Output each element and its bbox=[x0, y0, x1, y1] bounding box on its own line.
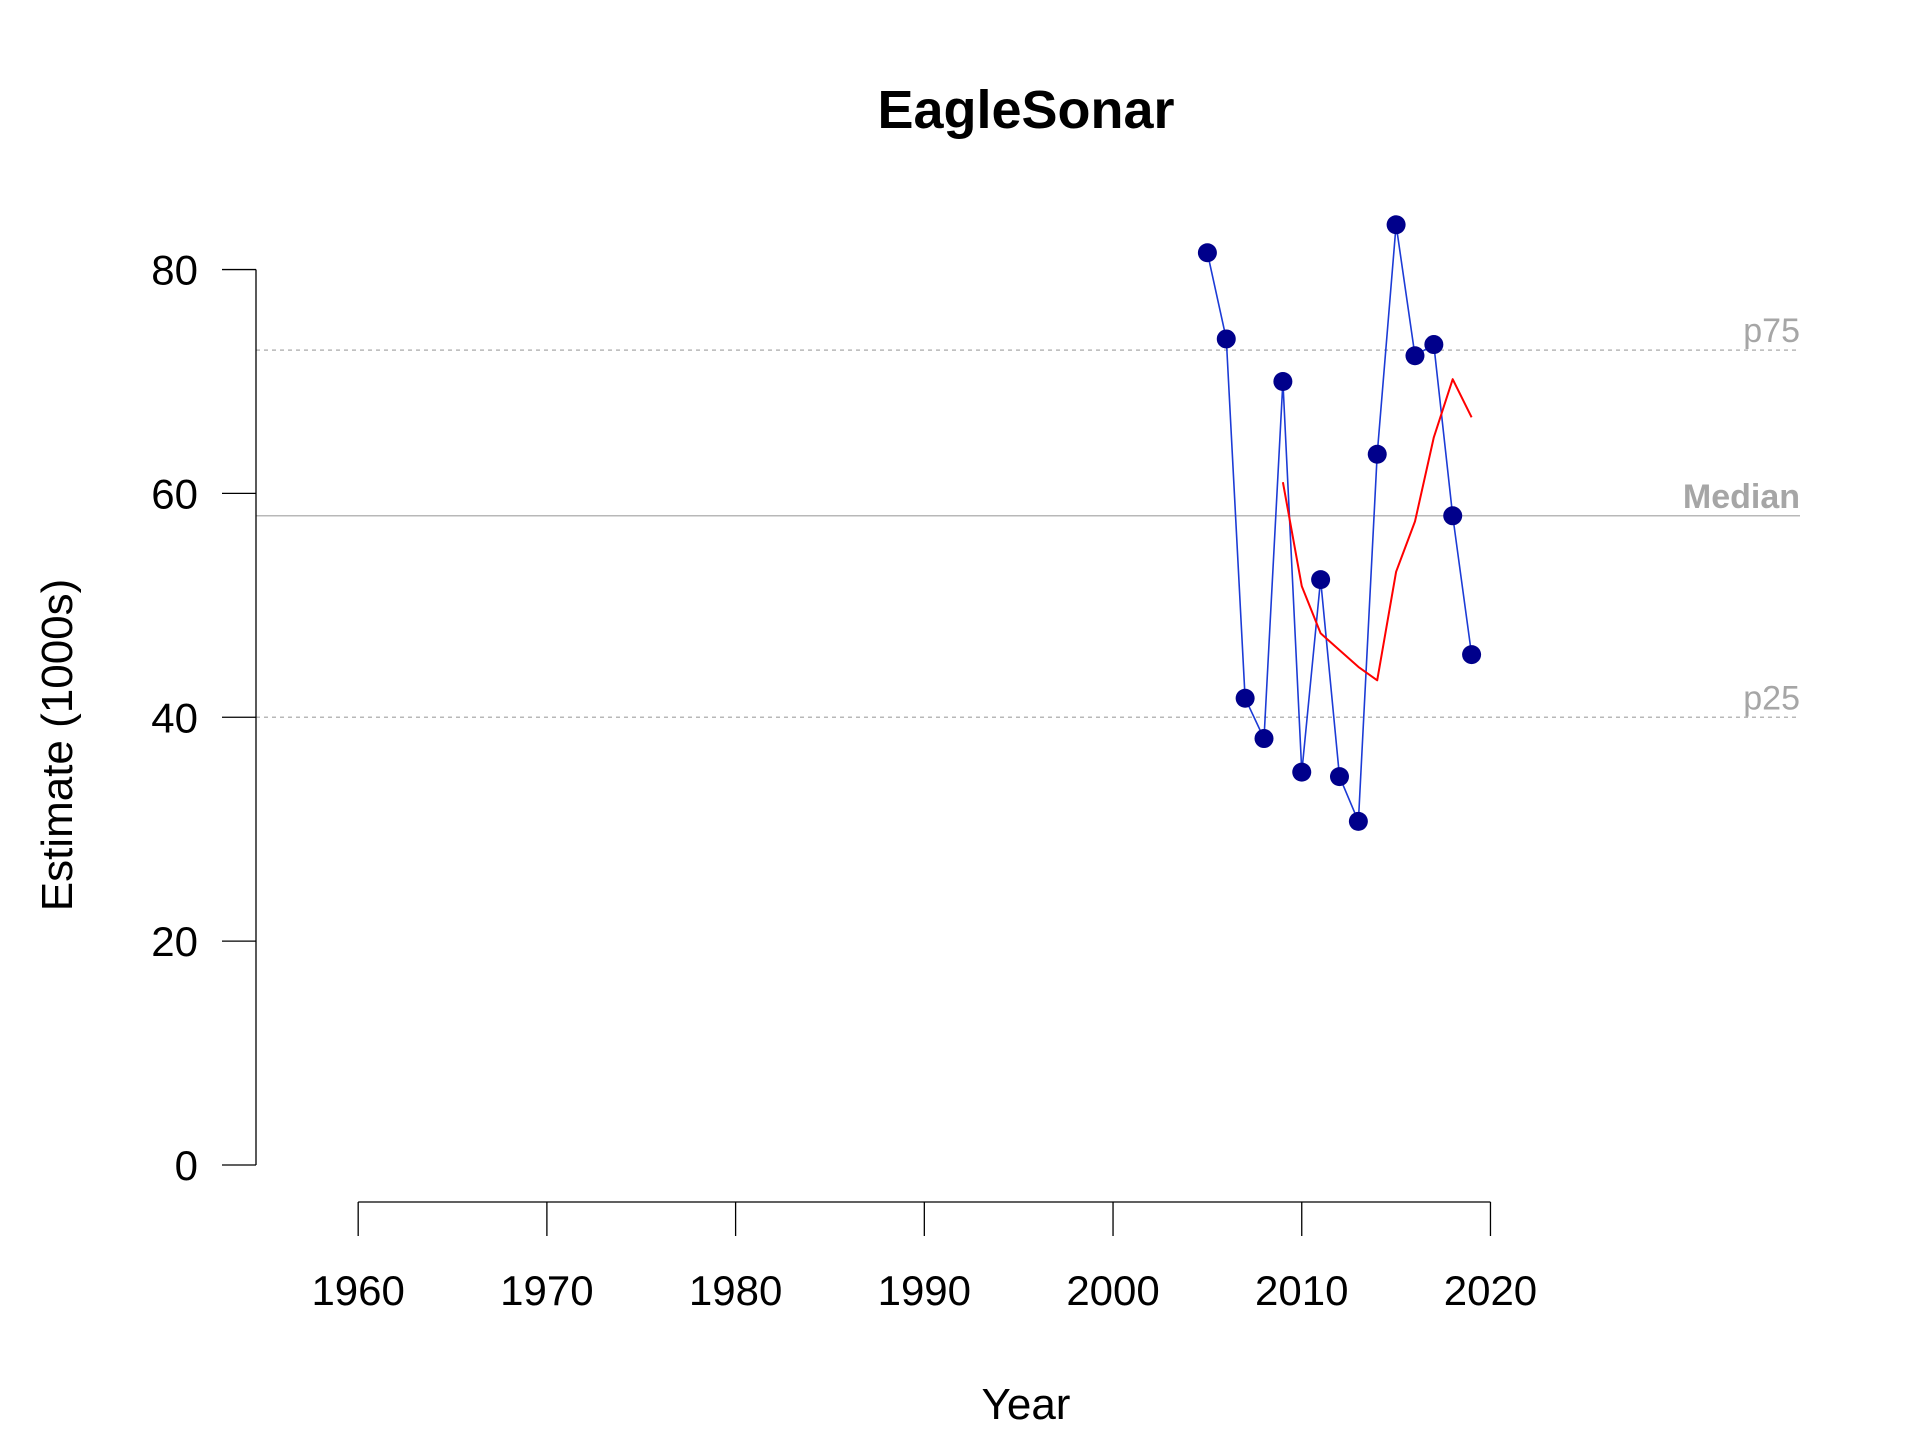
x-tick-label: 1960 bbox=[311, 1267, 404, 1314]
data-point bbox=[1367, 444, 1387, 464]
y-axis-title: Estimate (1000s) bbox=[33, 579, 82, 912]
reference-label-median: Median bbox=[1683, 478, 1800, 516]
y-axis: 0 20 40 60 80 bbox=[151, 247, 257, 1189]
data-point bbox=[1292, 762, 1312, 782]
x-tick-label: 1970 bbox=[500, 1267, 593, 1314]
x-tick-label: 1980 bbox=[689, 1267, 782, 1314]
data-point bbox=[1424, 335, 1444, 355]
series-line-1 bbox=[1281, 378, 1473, 682]
data-point bbox=[1311, 570, 1331, 590]
data-point bbox=[1405, 346, 1425, 366]
y-tick-label: 0 bbox=[175, 1142, 198, 1189]
chart-title: EagleSonar bbox=[877, 80, 1174, 140]
reference-label-p25: p25 bbox=[1743, 679, 1800, 717]
data-point bbox=[1462, 645, 1482, 665]
x-tick-label: 2010 bbox=[1255, 1267, 1348, 1314]
y-tick-label: 60 bbox=[151, 470, 198, 517]
data-point bbox=[1273, 371, 1293, 391]
data-point bbox=[1443, 506, 1463, 526]
series-line-0 bbox=[1206, 224, 1473, 823]
data-point bbox=[1235, 688, 1255, 708]
y-tick-label: 20 bbox=[151, 918, 198, 965]
data-point bbox=[1197, 243, 1217, 263]
data-point bbox=[1216, 329, 1236, 349]
x-axis: 1960 1970 1980 1990 2000 2010 2020 bbox=[311, 1201, 1537, 1314]
data-point bbox=[1348, 811, 1368, 831]
reference-lines: p75 Median p25 bbox=[256, 312, 1800, 719]
y-tick-label: 80 bbox=[151, 247, 198, 294]
x-tick-label: 2020 bbox=[1444, 1267, 1537, 1314]
data-point bbox=[1254, 729, 1274, 749]
x-tick-label: 2000 bbox=[1066, 1267, 1159, 1314]
reference-label-p75: p75 bbox=[1743, 312, 1800, 350]
x-tick-label: 1990 bbox=[878, 1267, 971, 1314]
y-tick-label: 40 bbox=[151, 694, 198, 741]
x-axis-title: Year bbox=[982, 1380, 1071, 1429]
data-point bbox=[1386, 215, 1406, 235]
plot-area bbox=[1197, 215, 1482, 831]
data-point bbox=[1329, 767, 1349, 787]
